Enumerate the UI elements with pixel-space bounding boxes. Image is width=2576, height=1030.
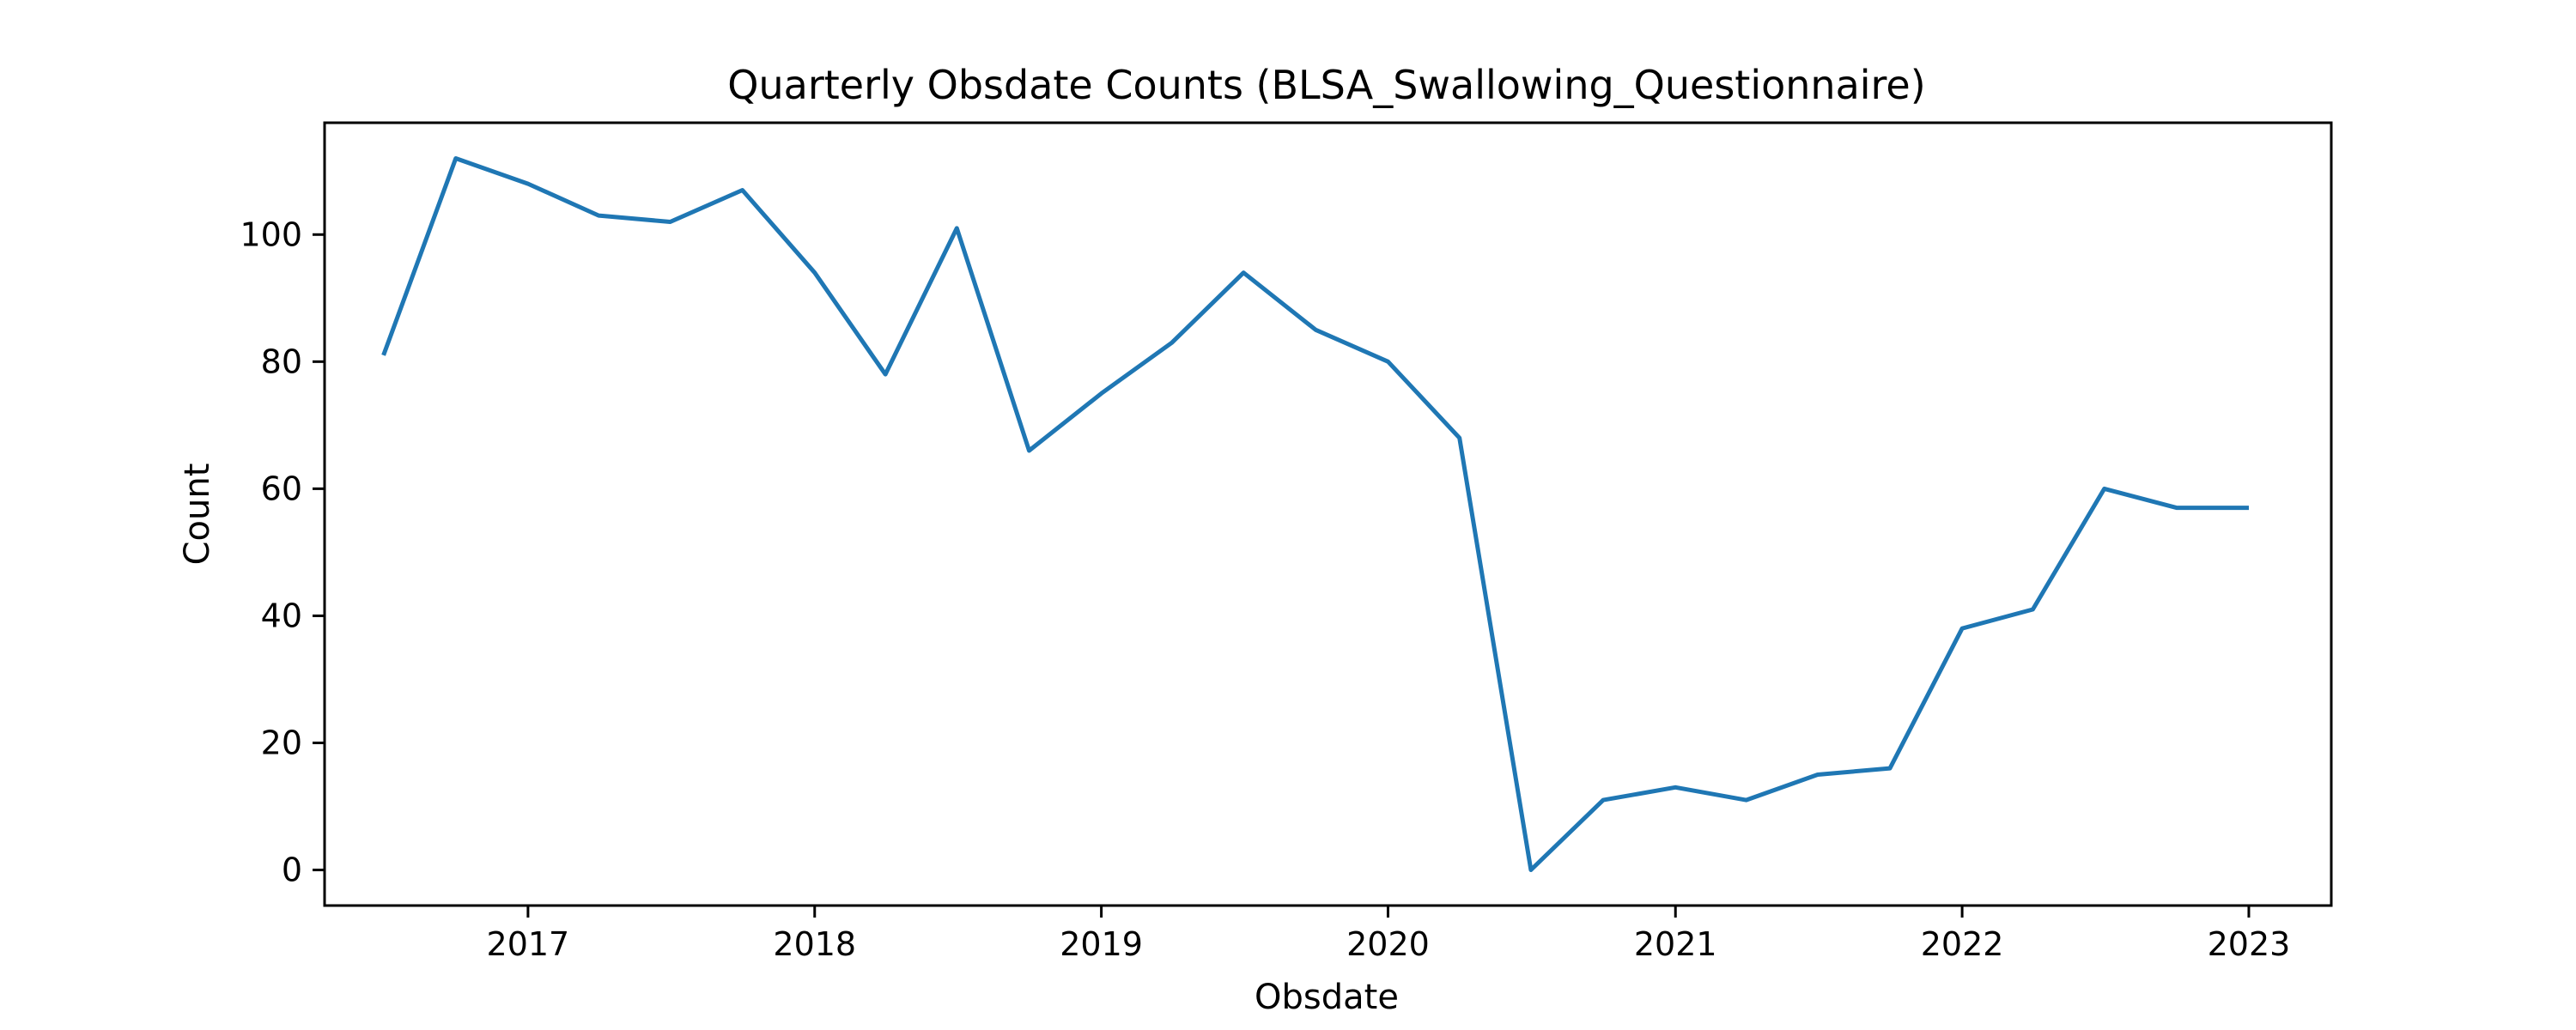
y-tick-label: 0: [282, 851, 302, 889]
y-axis: 0 20 40 60 80 100: [240, 215, 325, 889]
x-tick-label: 2022: [1921, 925, 2004, 963]
y-tick-label: 80: [261, 342, 302, 380]
chart-title: Quarterly Obsdate Counts (BLSA_Swallowin…: [727, 62, 1925, 108]
plot-area: [323, 121, 2333, 907]
x-axis: 2017 2018 2019 2020 2021 2022 2023: [487, 906, 2291, 963]
y-tick-label: 40: [261, 597, 302, 634]
x-tick-label: 2020: [1346, 925, 1430, 963]
x-tick-label: 2017: [487, 925, 570, 963]
x-tick-label: 2021: [1634, 925, 1717, 963]
x-tick-label: 2023: [2208, 925, 2291, 963]
x-tick-label: 2018: [773, 925, 856, 963]
series-line: [381, 156, 2249, 872]
y-tick-label: 100: [240, 215, 302, 253]
y-axis-label: Count: [178, 464, 217, 566]
x-axis-label: Obsdate: [1255, 978, 1399, 1017]
x-tick-label: 2019: [1060, 925, 1143, 963]
y-tick-label: 60: [261, 470, 302, 507]
y-tick-label: 20: [261, 724, 302, 761]
